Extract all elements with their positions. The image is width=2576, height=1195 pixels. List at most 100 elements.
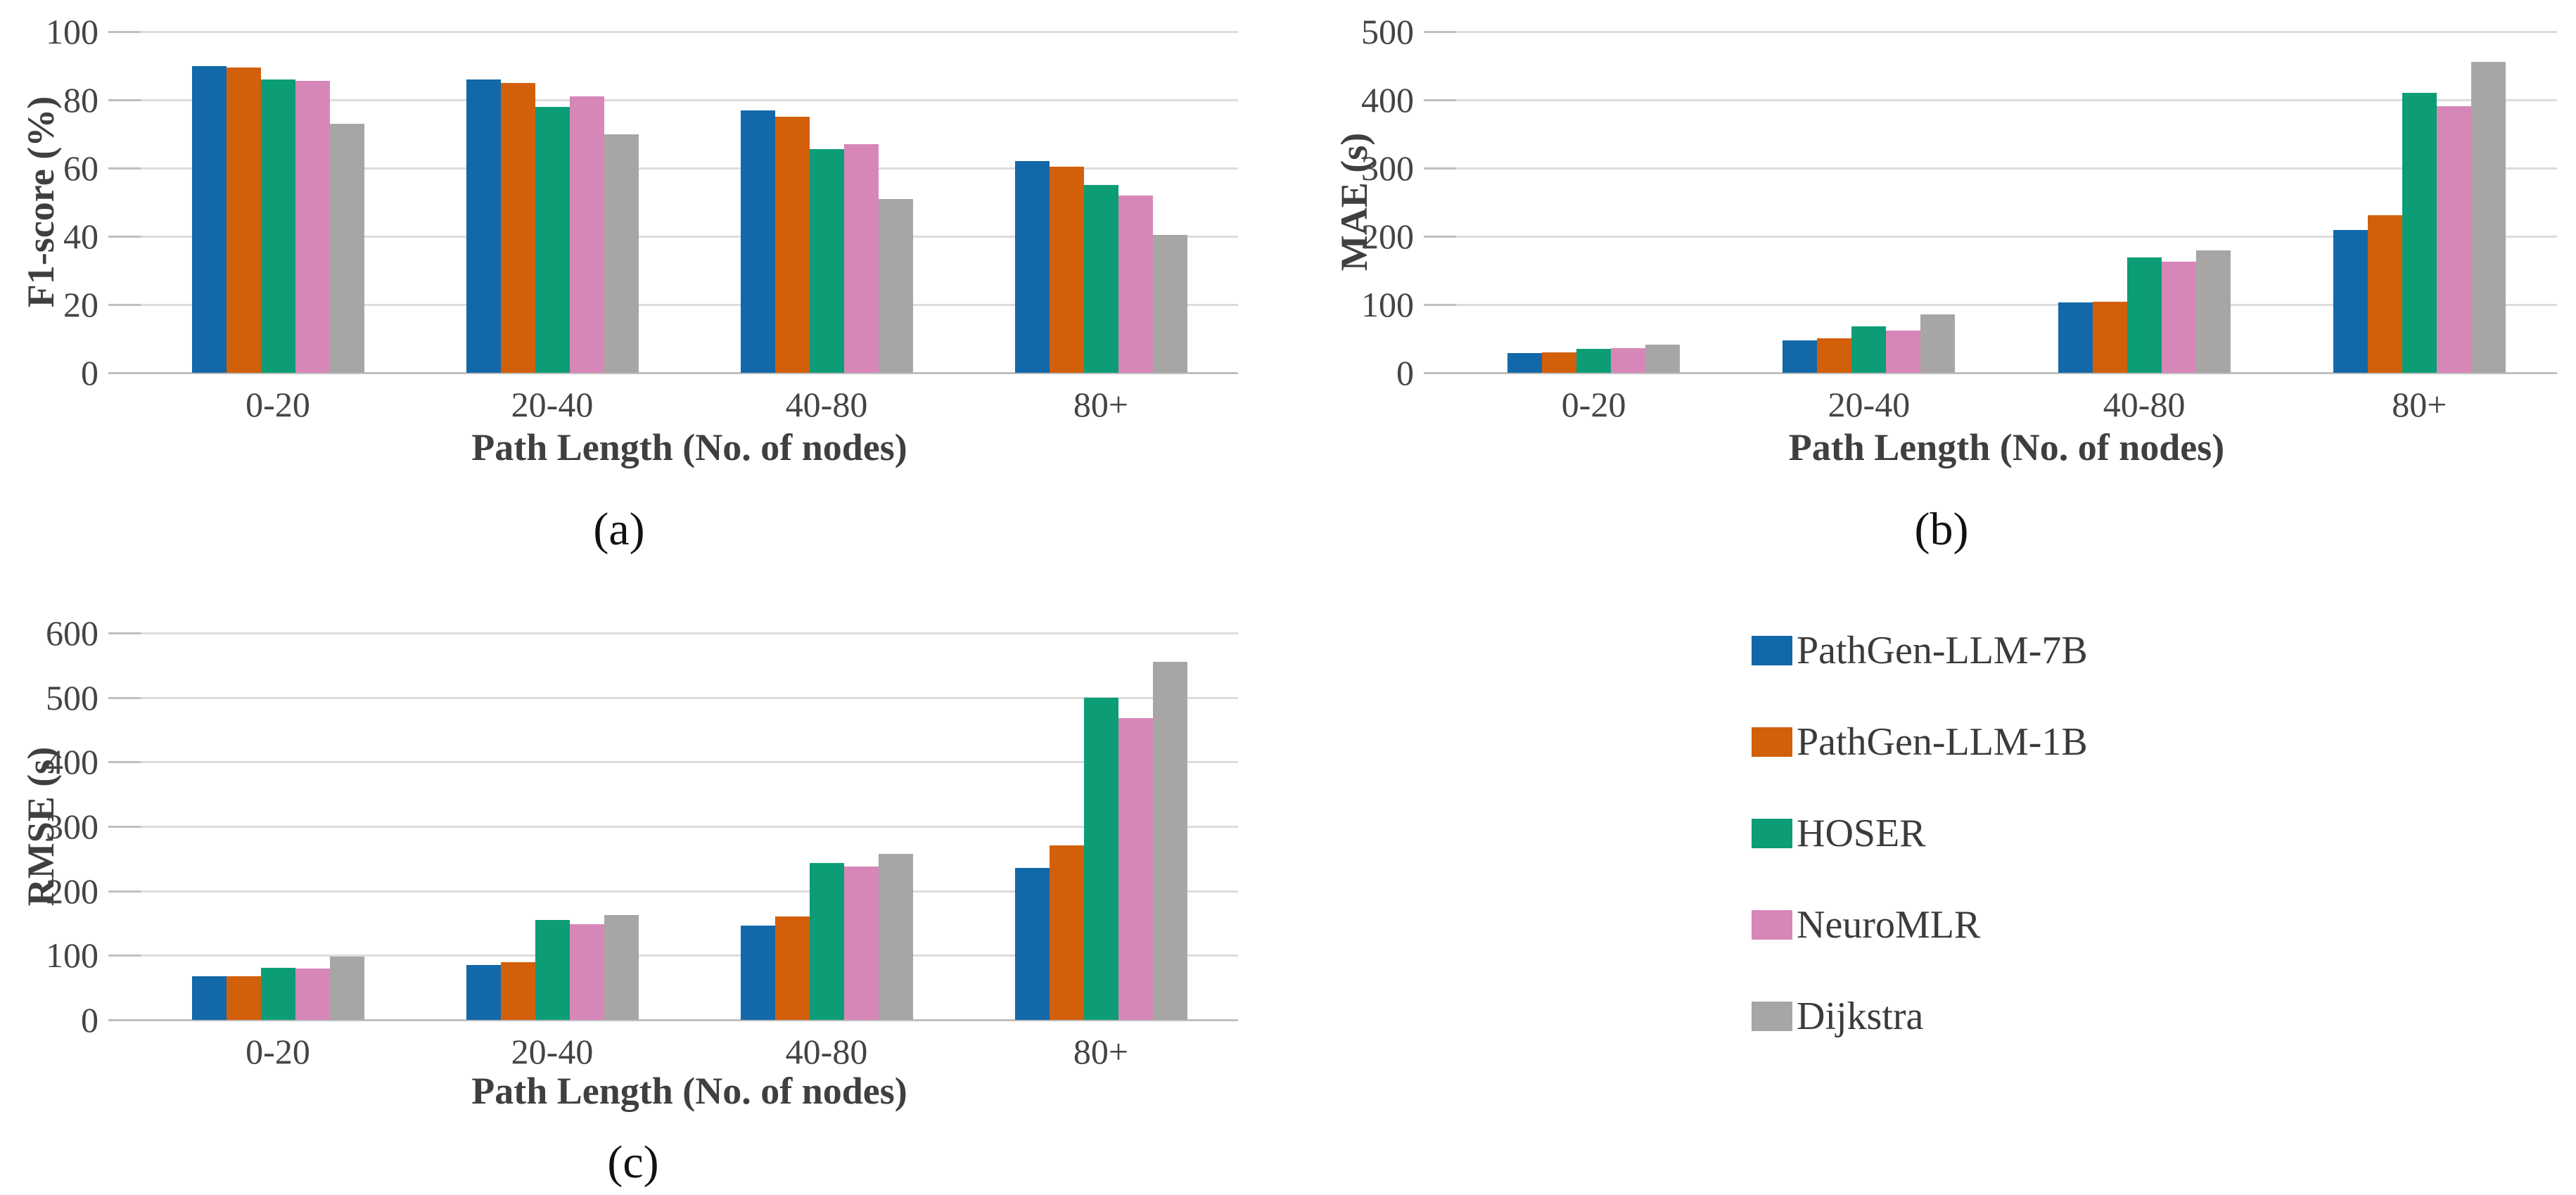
x-tick-label-40-80: 40-80	[785, 385, 868, 424]
x-tick-label-20-40: 20-40	[511, 1032, 594, 1071]
y-tick-label-400: 400	[1361, 80, 1414, 120]
gridline-y-300	[141, 826, 1238, 828]
bar-NeuroMLR-80+	[1118, 718, 1153, 1020]
y-tick-mark-60	[108, 167, 141, 170]
y-tick-mark-80	[108, 99, 141, 101]
x-tick-label-0-20: 0-20	[246, 1032, 310, 1071]
gridline-y-60	[141, 167, 1238, 170]
gridline-y-80	[141, 99, 1238, 101]
y-tick-mark-400	[108, 761, 141, 764]
bar-PathGen-LLM-7B-0-20	[191, 65, 227, 373]
bar-HOSER-40-80	[809, 149, 844, 373]
bar-HOSER-80+	[1083, 697, 1118, 1020]
y-tick-mark-300	[108, 826, 141, 828]
gridline-y-20	[141, 304, 1238, 306]
x-tick-label-80+: 80+	[2392, 385, 2447, 424]
y-tick-label-40: 40	[63, 217, 98, 256]
bar-NeuroMLR-0-20	[295, 81, 330, 373]
legend-swatch-icon	[1752, 819, 1792, 848]
y-tick-label-0: 0	[81, 1000, 98, 1040]
gridline-y-200	[141, 890, 1238, 893]
legend-label: PathGen-LLM-7B	[1797, 629, 2088, 672]
y-tick-mark-500	[108, 696, 141, 699]
y-tick-label-0: 0	[1396, 353, 1414, 392]
bar-PathGen-LLM-1B-40-80	[774, 117, 810, 373]
bar-Dijkstra-80+	[1152, 234, 1187, 373]
y-tick-label-200: 200	[1361, 217, 1414, 256]
bar-HOSER-20-40	[535, 919, 570, 1020]
gridline-y-500	[141, 696, 1238, 699]
y-tick-mark-100	[108, 31, 141, 33]
x-tick-label-20-40: 20-40	[1828, 385, 1911, 424]
y-tick-mark-400	[1424, 99, 1456, 101]
bar-PathGen-LLM-1B-20-40	[500, 961, 535, 1020]
bar-HOSER-20-40	[1851, 326, 1887, 373]
bar-PathGen-LLM-7B-40-80	[2058, 302, 2093, 373]
y-axis-title-f1: F1-score (%)	[20, 96, 62, 308]
x-tick-label-20-40: 20-40	[511, 385, 594, 424]
y-tick-label-200: 200	[46, 871, 98, 911]
subplot-caption-c: (c)	[607, 1137, 659, 1188]
y-tick-label-0: 0	[81, 353, 98, 392]
bar-NeuroMLR-0-20	[295, 968, 330, 1020]
legend-swatch-icon	[1752, 727, 1792, 757]
legend-swatch-icon	[1752, 636, 1792, 665]
bar-Dijkstra-40-80	[878, 198, 913, 373]
y-tick-mark-500	[1424, 31, 1456, 33]
bar-HOSER-0-20	[1576, 349, 1612, 373]
bar-PathGen-LLM-1B-80+	[1049, 166, 1084, 373]
y-tick-label-100: 100	[46, 935, 98, 976]
y-tick-label-20: 20	[63, 285, 98, 324]
bar-NeuroMLR-20-40	[569, 924, 604, 1020]
y-tick-mark-40	[108, 236, 141, 238]
y-tick-label-300: 300	[46, 807, 98, 846]
bar-PathGen-LLM-7B-20-40	[466, 79, 501, 373]
x-tick-label-40-80: 40-80	[785, 1032, 868, 1071]
legend-label: Dijkstra	[1797, 995, 1924, 1038]
y-tick-mark-200	[1424, 236, 1456, 238]
bar-Dijkstra-80+	[2470, 61, 2506, 373]
bar-Dijkstra-40-80	[878, 854, 913, 1020]
bar-PathGen-LLM-1B-0-20	[1542, 352, 1577, 373]
bar-PathGen-LLM-1B-0-20	[226, 976, 261, 1020]
legend-swatch-icon	[1752, 910, 1792, 940]
bar-NeuroMLR-20-40	[569, 96, 604, 373]
legend-label: HOSER	[1797, 812, 1926, 855]
x-tick-label-80+: 80+	[1073, 1032, 1129, 1071]
y-tick-label-300: 300	[1361, 148, 1414, 188]
gridline-y-100	[141, 31, 1238, 33]
x-axis-title-f1: Path Length (No. of nodes)	[471, 426, 907, 468]
bar-PathGen-LLM-1B-40-80	[774, 916, 810, 1020]
y-tick-label-400: 400	[46, 742, 98, 782]
bar-NeuroMLR-80+	[1118, 195, 1153, 373]
y-tick-mark-600	[108, 632, 141, 634]
bar-HOSER-40-80	[2127, 257, 2162, 373]
y-tick-mark-100	[108, 954, 141, 957]
y-tick-label-60: 60	[63, 148, 98, 188]
gridline-y-400	[141, 761, 1238, 764]
y-tick-mark-300	[1424, 167, 1456, 170]
x-tick-label-80+: 80+	[1073, 385, 1129, 424]
x-tick-label-0-20: 0-20	[1561, 385, 1626, 424]
bar-PathGen-LLM-7B-20-40	[466, 965, 501, 1020]
x-axis-title-mae: Path Length (No. of nodes)	[1788, 426, 2225, 468]
bar-NeuroMLR-40-80	[843, 866, 879, 1020]
bar-HOSER-80+	[2402, 93, 2437, 373]
y-tick-label-100: 100	[1361, 285, 1414, 324]
y-tick-mark-200	[108, 890, 141, 893]
legend-item-HOSER: HOSER	[1752, 805, 2088, 862]
bar-Dijkstra-80+	[1152, 662, 1187, 1020]
x-axis-baseline	[108, 372, 1238, 374]
bar-NeuroMLR-20-40	[1886, 330, 1921, 373]
bar-PathGen-LLM-7B-80+	[2333, 230, 2368, 373]
bar-PathGen-LLM-7B-80+	[1014, 161, 1050, 373]
bar-HOSER-0-20	[260, 967, 295, 1020]
bar-Dijkstra-40-80	[2195, 250, 2231, 373]
y-tick-label-600: 600	[46, 613, 98, 653]
bar-PathGen-LLM-7B-40-80	[740, 110, 775, 373]
x-tick-label-0-20: 0-20	[246, 385, 310, 424]
bar-PathGen-LLM-7B-20-40	[1783, 340, 1818, 373]
legend-item-PathGen-LLM-1B: PathGen-LLM-1B	[1752, 714, 2088, 770]
bar-PathGen-LLM-1B-80+	[1049, 845, 1084, 1020]
